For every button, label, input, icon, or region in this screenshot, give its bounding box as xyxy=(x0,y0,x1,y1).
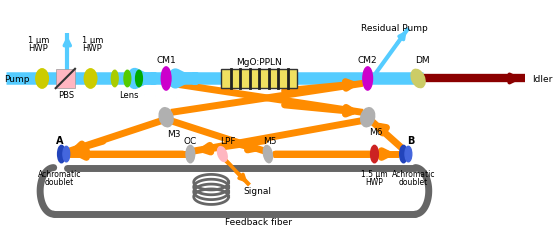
Text: M3: M3 xyxy=(167,130,181,139)
Text: 1.5 μm: 1.5 μm xyxy=(361,169,388,178)
Text: B: B xyxy=(408,136,415,146)
Text: OC: OC xyxy=(184,136,197,145)
Text: LPF: LPF xyxy=(220,136,236,145)
Ellipse shape xyxy=(405,147,412,162)
Text: PBS: PBS xyxy=(58,91,74,100)
Text: HWP: HWP xyxy=(366,177,383,186)
Ellipse shape xyxy=(111,71,118,87)
Text: Lens: Lens xyxy=(120,91,139,100)
Ellipse shape xyxy=(63,147,70,162)
Ellipse shape xyxy=(399,146,407,163)
Text: Signal: Signal xyxy=(243,187,271,196)
Text: doublet: doublet xyxy=(399,177,428,186)
Text: M5: M5 xyxy=(263,136,276,145)
Text: Idler: Idler xyxy=(532,75,553,84)
Text: A: A xyxy=(56,136,63,146)
Text: Residual Pump: Residual Pump xyxy=(361,24,428,32)
Ellipse shape xyxy=(186,146,194,163)
Text: 1 μm: 1 μm xyxy=(28,36,49,45)
Text: M6: M6 xyxy=(369,128,382,137)
Text: DM: DM xyxy=(414,55,429,64)
Text: Achromatic: Achromatic xyxy=(38,169,81,178)
Text: Pump: Pump xyxy=(4,75,30,84)
Ellipse shape xyxy=(218,147,227,162)
Text: HWP: HWP xyxy=(28,44,48,53)
Text: 1 μm: 1 μm xyxy=(82,36,103,45)
Ellipse shape xyxy=(58,146,65,163)
Text: Achromatic: Achromatic xyxy=(392,169,435,178)
Text: CM2: CM2 xyxy=(358,55,377,64)
Ellipse shape xyxy=(411,70,425,88)
Ellipse shape xyxy=(124,71,131,87)
Ellipse shape xyxy=(361,108,375,127)
Bar xyxy=(55,70,75,89)
Text: HWP: HWP xyxy=(83,44,102,53)
Ellipse shape xyxy=(136,71,142,87)
Ellipse shape xyxy=(84,70,97,89)
Ellipse shape xyxy=(263,146,273,163)
Ellipse shape xyxy=(36,70,48,89)
Text: CM1: CM1 xyxy=(156,55,176,64)
Ellipse shape xyxy=(363,68,372,91)
Ellipse shape xyxy=(371,146,378,163)
Bar xyxy=(222,70,297,89)
Ellipse shape xyxy=(161,68,171,91)
Ellipse shape xyxy=(159,108,173,127)
Text: MgO:PPLN: MgO:PPLN xyxy=(236,57,282,66)
Text: Feedback fiber: Feedback fiber xyxy=(225,218,292,226)
Text: doublet: doublet xyxy=(45,177,74,186)
